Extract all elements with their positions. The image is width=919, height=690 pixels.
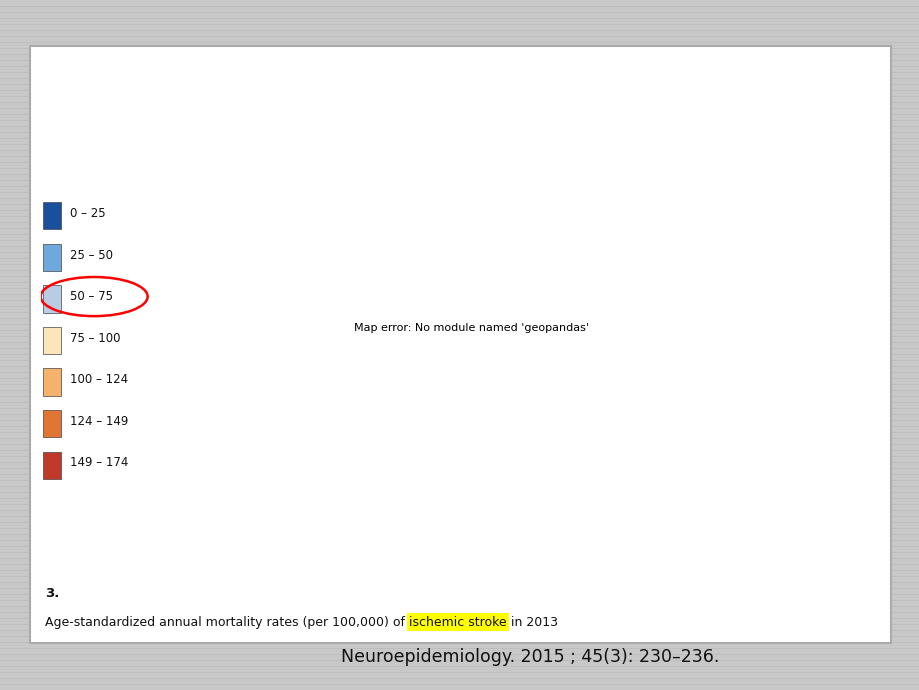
Text: 100 – 124: 100 – 124 — [70, 373, 128, 386]
FancyBboxPatch shape — [43, 327, 62, 354]
FancyBboxPatch shape — [43, 410, 62, 437]
Text: 124 – 149: 124 – 149 — [70, 415, 128, 428]
Text: 25 – 50: 25 – 50 — [70, 248, 113, 262]
Text: 149 – 174: 149 – 174 — [70, 456, 128, 469]
Text: 3.: 3. — [45, 587, 59, 600]
FancyBboxPatch shape — [43, 286, 62, 313]
FancyBboxPatch shape — [43, 451, 62, 479]
FancyBboxPatch shape — [43, 202, 62, 230]
FancyBboxPatch shape — [43, 368, 62, 395]
Text: Neuroepidemiology. 2015 ; 45(3): 230–236.: Neuroepidemiology. 2015 ; 45(3): 230–236… — [340, 648, 719, 666]
Text: ischemic stroke: ischemic stroke — [408, 615, 506, 629]
Text: 75 – 100: 75 – 100 — [70, 332, 120, 344]
Text: in 2013: in 2013 — [506, 615, 557, 629]
FancyBboxPatch shape — [43, 244, 62, 271]
Text: Age-standardized annual mortality rates (per 100,000) of: Age-standardized annual mortality rates … — [45, 615, 408, 629]
Text: 0 – 25: 0 – 25 — [70, 207, 106, 220]
Text: 50 – 75: 50 – 75 — [70, 290, 113, 303]
Text: Map error: No module named 'geopandas': Map error: No module named 'geopandas' — [354, 323, 588, 333]
